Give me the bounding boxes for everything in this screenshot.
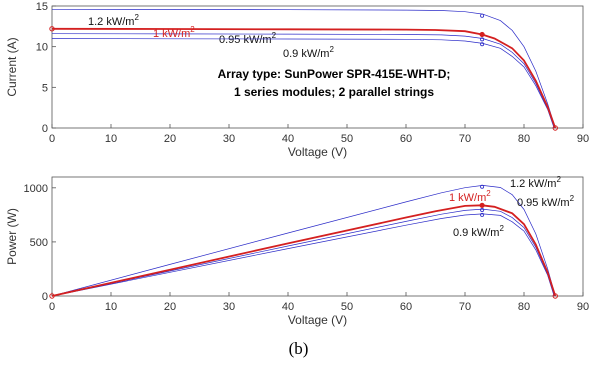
series-label: 1 kW/m2 bbox=[153, 25, 195, 40]
mpp-marker bbox=[480, 13, 485, 18]
array-type-annotation: Array type: SunPower SPR-415E-WHT-D; bbox=[218, 67, 451, 81]
x-tick-label: 80 bbox=[518, 133, 530, 145]
mpp-marker bbox=[480, 42, 485, 47]
series-line bbox=[51, 38, 555, 129]
plot-frame bbox=[51, 5, 584, 129]
series-label: 1 kW/m2 bbox=[449, 189, 491, 204]
x-tick-label: 0 bbox=[49, 301, 55, 313]
array-type-annotation: 1 series modules; 2 parallel strings bbox=[234, 85, 434, 99]
x-tick-label: 10 bbox=[105, 301, 117, 313]
x-tick-label: 90 bbox=[577, 301, 589, 313]
start-point-marker bbox=[49, 26, 55, 32]
series-label: 0.95 kW/m2 bbox=[219, 31, 277, 46]
power-voltage-plot: 0 10 20 30 40 50 60 70 80 90 0 500 1000 Voltage (V) Po… bbox=[5, 175, 589, 327]
y-tick-label: 0 bbox=[42, 123, 48, 135]
x-tick-label: 60 bbox=[400, 301, 412, 313]
x-tick-label: 30 bbox=[223, 133, 235, 145]
x-axis-label: Voltage (V) bbox=[288, 313, 347, 327]
series-label: 0.9 kW/m2 bbox=[283, 45, 334, 60]
y-tick-label: 0 bbox=[42, 291, 48, 303]
figure-caption: (b) bbox=[288, 339, 309, 358]
open-circuit-marker bbox=[552, 125, 558, 131]
y-tick-label: 1000 bbox=[24, 183, 48, 195]
x-tick-label: 70 bbox=[459, 133, 471, 145]
start-point-marker bbox=[49, 293, 55, 299]
open-circuit-marker bbox=[552, 293, 558, 299]
x-tick-label: 50 bbox=[341, 133, 353, 145]
x-axis-label: Voltage (V) bbox=[288, 145, 347, 159]
x-tick-label: 50 bbox=[341, 301, 353, 313]
x-tick-label: 10 bbox=[105, 133, 117, 145]
series-line bbox=[51, 208, 556, 297]
mpp-marker bbox=[480, 37, 485, 42]
mpp-marker bbox=[480, 212, 485, 217]
x-tick-label: 40 bbox=[282, 133, 294, 145]
x-tick-label: 60 bbox=[400, 133, 412, 145]
mpp-marker bbox=[479, 202, 485, 208]
x-tick-label: 30 bbox=[223, 301, 235, 313]
x-tick-label: 0 bbox=[49, 133, 55, 145]
x-tick-label: 70 bbox=[459, 301, 471, 313]
x-tick-label: 80 bbox=[518, 301, 530, 313]
series-label: 0.95 kW/m2 bbox=[517, 194, 575, 209]
series-label: 1.2 kW/m2 bbox=[510, 175, 561, 190]
series-label: 1.2 kW/m2 bbox=[88, 13, 139, 28]
y-tick-label: 500 bbox=[30, 237, 48, 249]
y-tick-label: 5 bbox=[42, 82, 48, 94]
x-tick-label: 20 bbox=[164, 301, 176, 313]
series-line bbox=[51, 204, 557, 297]
y-axis-label: Power (W) bbox=[5, 208, 19, 265]
series-line bbox=[51, 33, 556, 129]
x-tick-label: 90 bbox=[577, 133, 589, 145]
plot-frame bbox=[51, 176, 584, 297]
current-voltage-plot: 0 10 20 30 40 50 60 70 80 90 0 5 10 15 Voltage (V) Curr… bbox=[5, 1, 589, 159]
mpp-marker bbox=[480, 184, 485, 189]
series-label: 0.9 kW/m2 bbox=[453, 224, 504, 239]
series-line bbox=[51, 213, 555, 297]
y-tick-label: 15 bbox=[36, 1, 48, 13]
mpp-marker bbox=[480, 207, 485, 212]
y-tick-label: 10 bbox=[36, 42, 48, 54]
x-tick-label: 20 bbox=[164, 133, 176, 145]
x-tick-label: 40 bbox=[282, 301, 294, 313]
y-axis-label: Current (A) bbox=[5, 37, 19, 96]
mpp-marker bbox=[479, 31, 485, 38]
